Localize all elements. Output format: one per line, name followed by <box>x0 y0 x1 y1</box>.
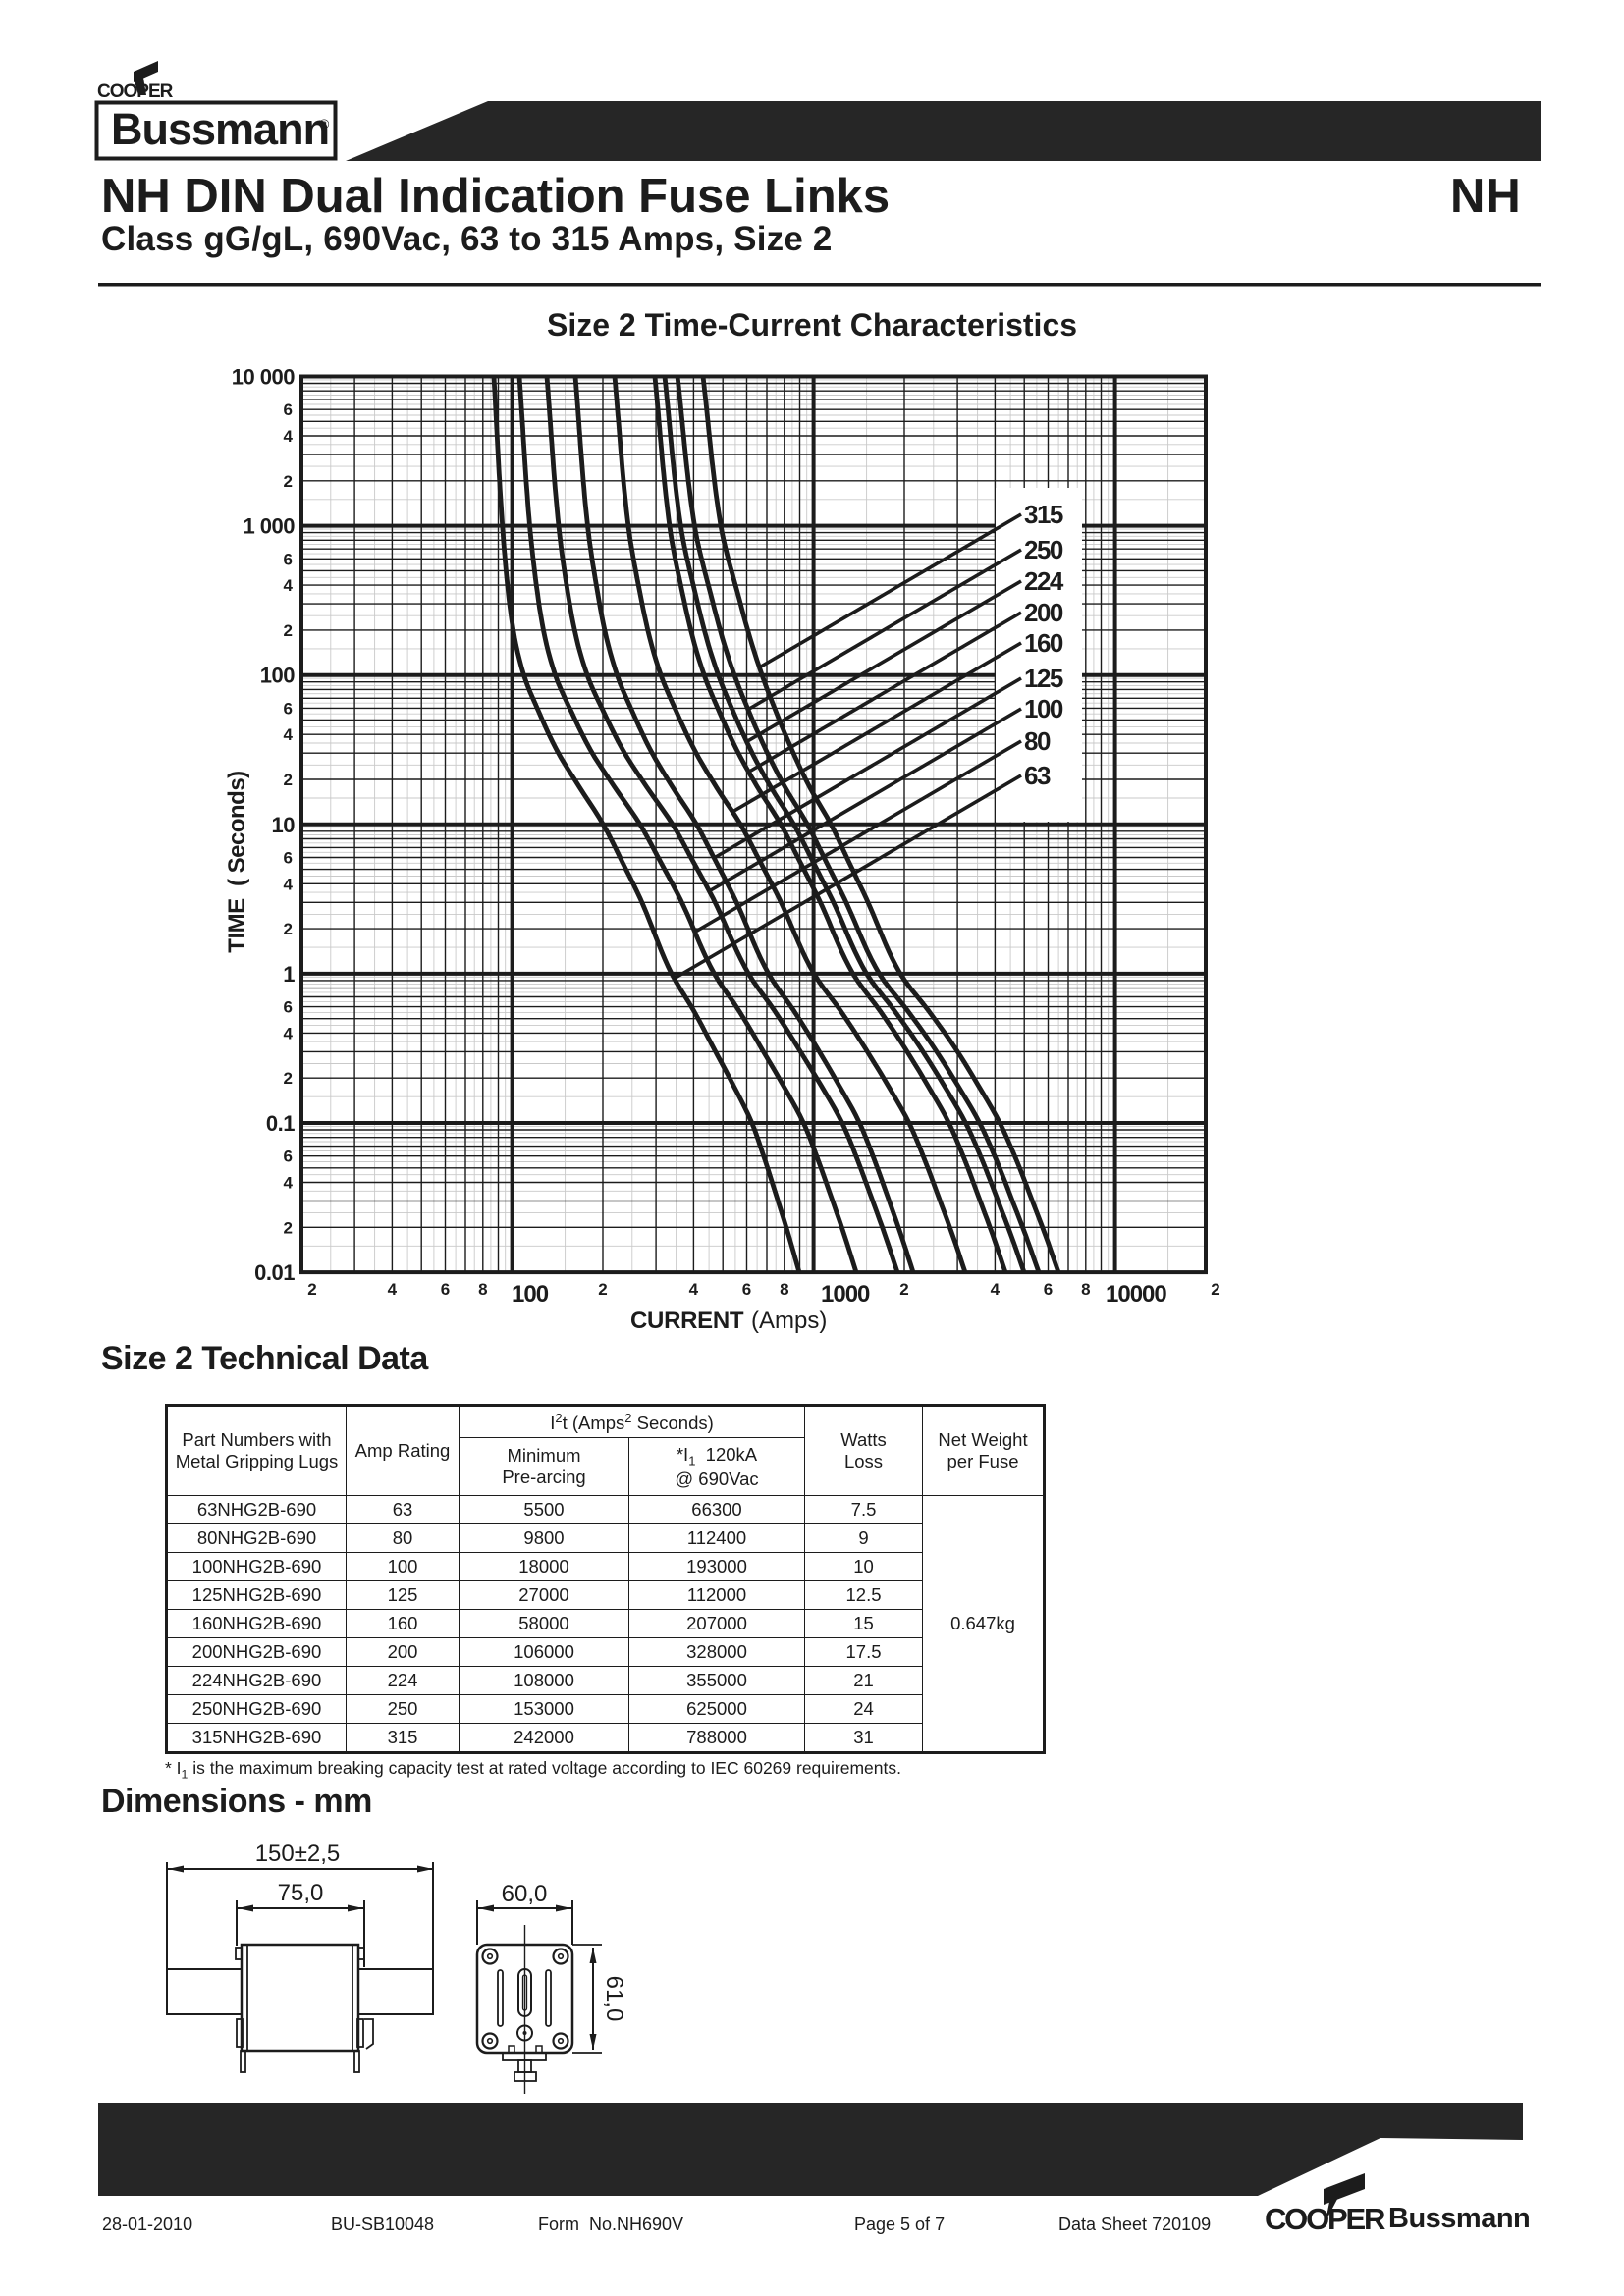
svg-text:4: 4 <box>284 875 294 893</box>
svg-text:6: 6 <box>284 699 293 718</box>
svg-text:8: 8 <box>780 1280 788 1299</box>
svg-text:4: 4 <box>284 1174 294 1193</box>
svg-text:2: 2 <box>307 1280 316 1299</box>
svg-text:1000: 1000 <box>821 1281 870 1308</box>
svg-text:6: 6 <box>284 849 293 868</box>
svg-text:2: 2 <box>1211 1280 1219 1299</box>
svg-text:6: 6 <box>284 1148 293 1166</box>
svg-text:10000: 10000 <box>1106 1281 1166 1308</box>
svg-text:224: 224 <box>1024 566 1064 596</box>
svg-text:2: 2 <box>284 621 293 640</box>
svg-text:1: 1 <box>283 962 295 987</box>
svg-text:63: 63 <box>1024 761 1051 790</box>
svg-text:2: 2 <box>284 472 293 491</box>
svg-text:2: 2 <box>284 1069 293 1088</box>
svg-text:6: 6 <box>284 400 293 419</box>
svg-text:100: 100 <box>260 664 295 688</box>
svg-text:TIME ( Seconds): TIME ( Seconds) <box>224 771 250 952</box>
svg-text:4: 4 <box>284 576 294 595</box>
svg-text:8: 8 <box>1081 1280 1090 1299</box>
svg-text:4: 4 <box>284 427 294 446</box>
svg-text:100: 100 <box>512 1281 549 1308</box>
svg-text:4: 4 <box>991 1280 1001 1299</box>
svg-text:80: 80 <box>1024 726 1051 756</box>
svg-text:0.01: 0.01 <box>254 1260 295 1285</box>
svg-text:6: 6 <box>284 550 293 568</box>
svg-text:1 000: 1 000 <box>243 514 295 539</box>
svg-text:200: 200 <box>1024 598 1063 627</box>
svg-text:0.1: 0.1 <box>266 1111 295 1136</box>
svg-text:2: 2 <box>899 1280 908 1299</box>
svg-text:100: 100 <box>1024 694 1063 723</box>
svg-text:75,0: 75,0 <box>278 1880 324 1906</box>
svg-text:160: 160 <box>1024 628 1063 658</box>
svg-text:2: 2 <box>284 771 293 789</box>
svg-text:10 000: 10 000 <box>232 365 296 390</box>
svg-text:6: 6 <box>441 1280 450 1299</box>
svg-text:4: 4 <box>284 725 294 744</box>
svg-text:4: 4 <box>388 1280 398 1299</box>
svg-text:4: 4 <box>284 1024 294 1042</box>
svg-text:250: 250 <box>1024 535 1063 564</box>
svg-text:8: 8 <box>478 1280 487 1299</box>
svg-text:150±2,5: 150±2,5 <box>255 1841 341 1867</box>
svg-text:CURRENT: CURRENT <box>630 1308 744 1334</box>
svg-text:2: 2 <box>598 1280 607 1299</box>
svg-text:6: 6 <box>742 1280 751 1299</box>
svg-text:4: 4 <box>689 1280 699 1299</box>
svg-text:61,0: 61,0 <box>601 1976 627 2022</box>
svg-text:10: 10 <box>272 813 296 837</box>
svg-text:60,0: 60,0 <box>502 1881 548 1907</box>
svg-text:(Amps): (Amps) <box>751 1308 827 1334</box>
svg-text:315: 315 <box>1024 500 1063 529</box>
svg-text:6: 6 <box>284 998 293 1017</box>
svg-text:2: 2 <box>284 920 293 938</box>
svg-text:2: 2 <box>284 1218 293 1237</box>
svg-text:6: 6 <box>1044 1280 1053 1299</box>
svg-text:125: 125 <box>1024 664 1063 693</box>
